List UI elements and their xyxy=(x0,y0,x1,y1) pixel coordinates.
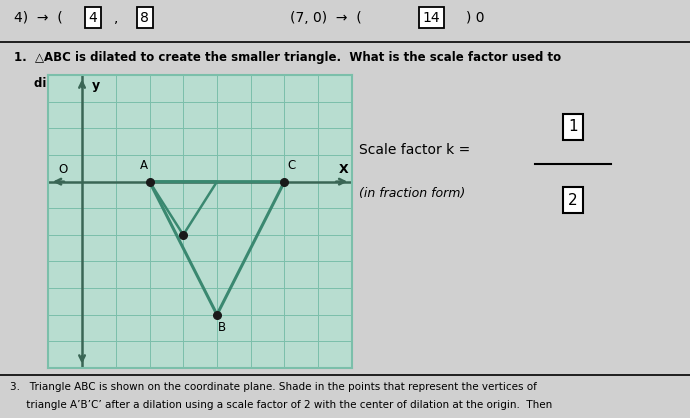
Text: 4)  →  (: 4) → ( xyxy=(14,10,67,25)
Text: 8: 8 xyxy=(141,10,149,25)
Text: triangle A’B’C’ after a dilation using a scale factor of 2 with the center of di: triangle A’B’C’ after a dilation using a… xyxy=(10,400,553,410)
Text: B: B xyxy=(218,321,226,334)
Text: 3.   Triangle ABC is shown on the coordinate plane. Shade in the points that rep: 3. Triangle ABC is shown on the coordina… xyxy=(10,382,538,392)
Text: 2: 2 xyxy=(568,193,578,208)
Text: ) 0: ) 0 xyxy=(466,10,484,25)
Text: A: A xyxy=(140,159,148,172)
Text: Scale factor k =: Scale factor k = xyxy=(359,143,470,157)
Text: (in fraction form): (in fraction form) xyxy=(359,187,465,200)
Text: 1.  △ABC is dilated to create the smaller triangle.  What is the scale factor us: 1. △ABC is dilated to create the smaller… xyxy=(14,51,561,64)
Text: C: C xyxy=(288,159,296,172)
Text: O: O xyxy=(59,163,68,176)
Text: (7, 0)  →  (: (7, 0) → ( xyxy=(290,10,362,25)
Text: dilate the figure?: dilate the figure? xyxy=(34,77,149,90)
Text: 4: 4 xyxy=(89,10,97,25)
Text: 14: 14 xyxy=(422,10,440,25)
Text: y: y xyxy=(92,79,100,92)
Text: 1: 1 xyxy=(568,120,578,135)
Text: X: X xyxy=(339,163,348,176)
Text: ,: , xyxy=(114,10,118,25)
